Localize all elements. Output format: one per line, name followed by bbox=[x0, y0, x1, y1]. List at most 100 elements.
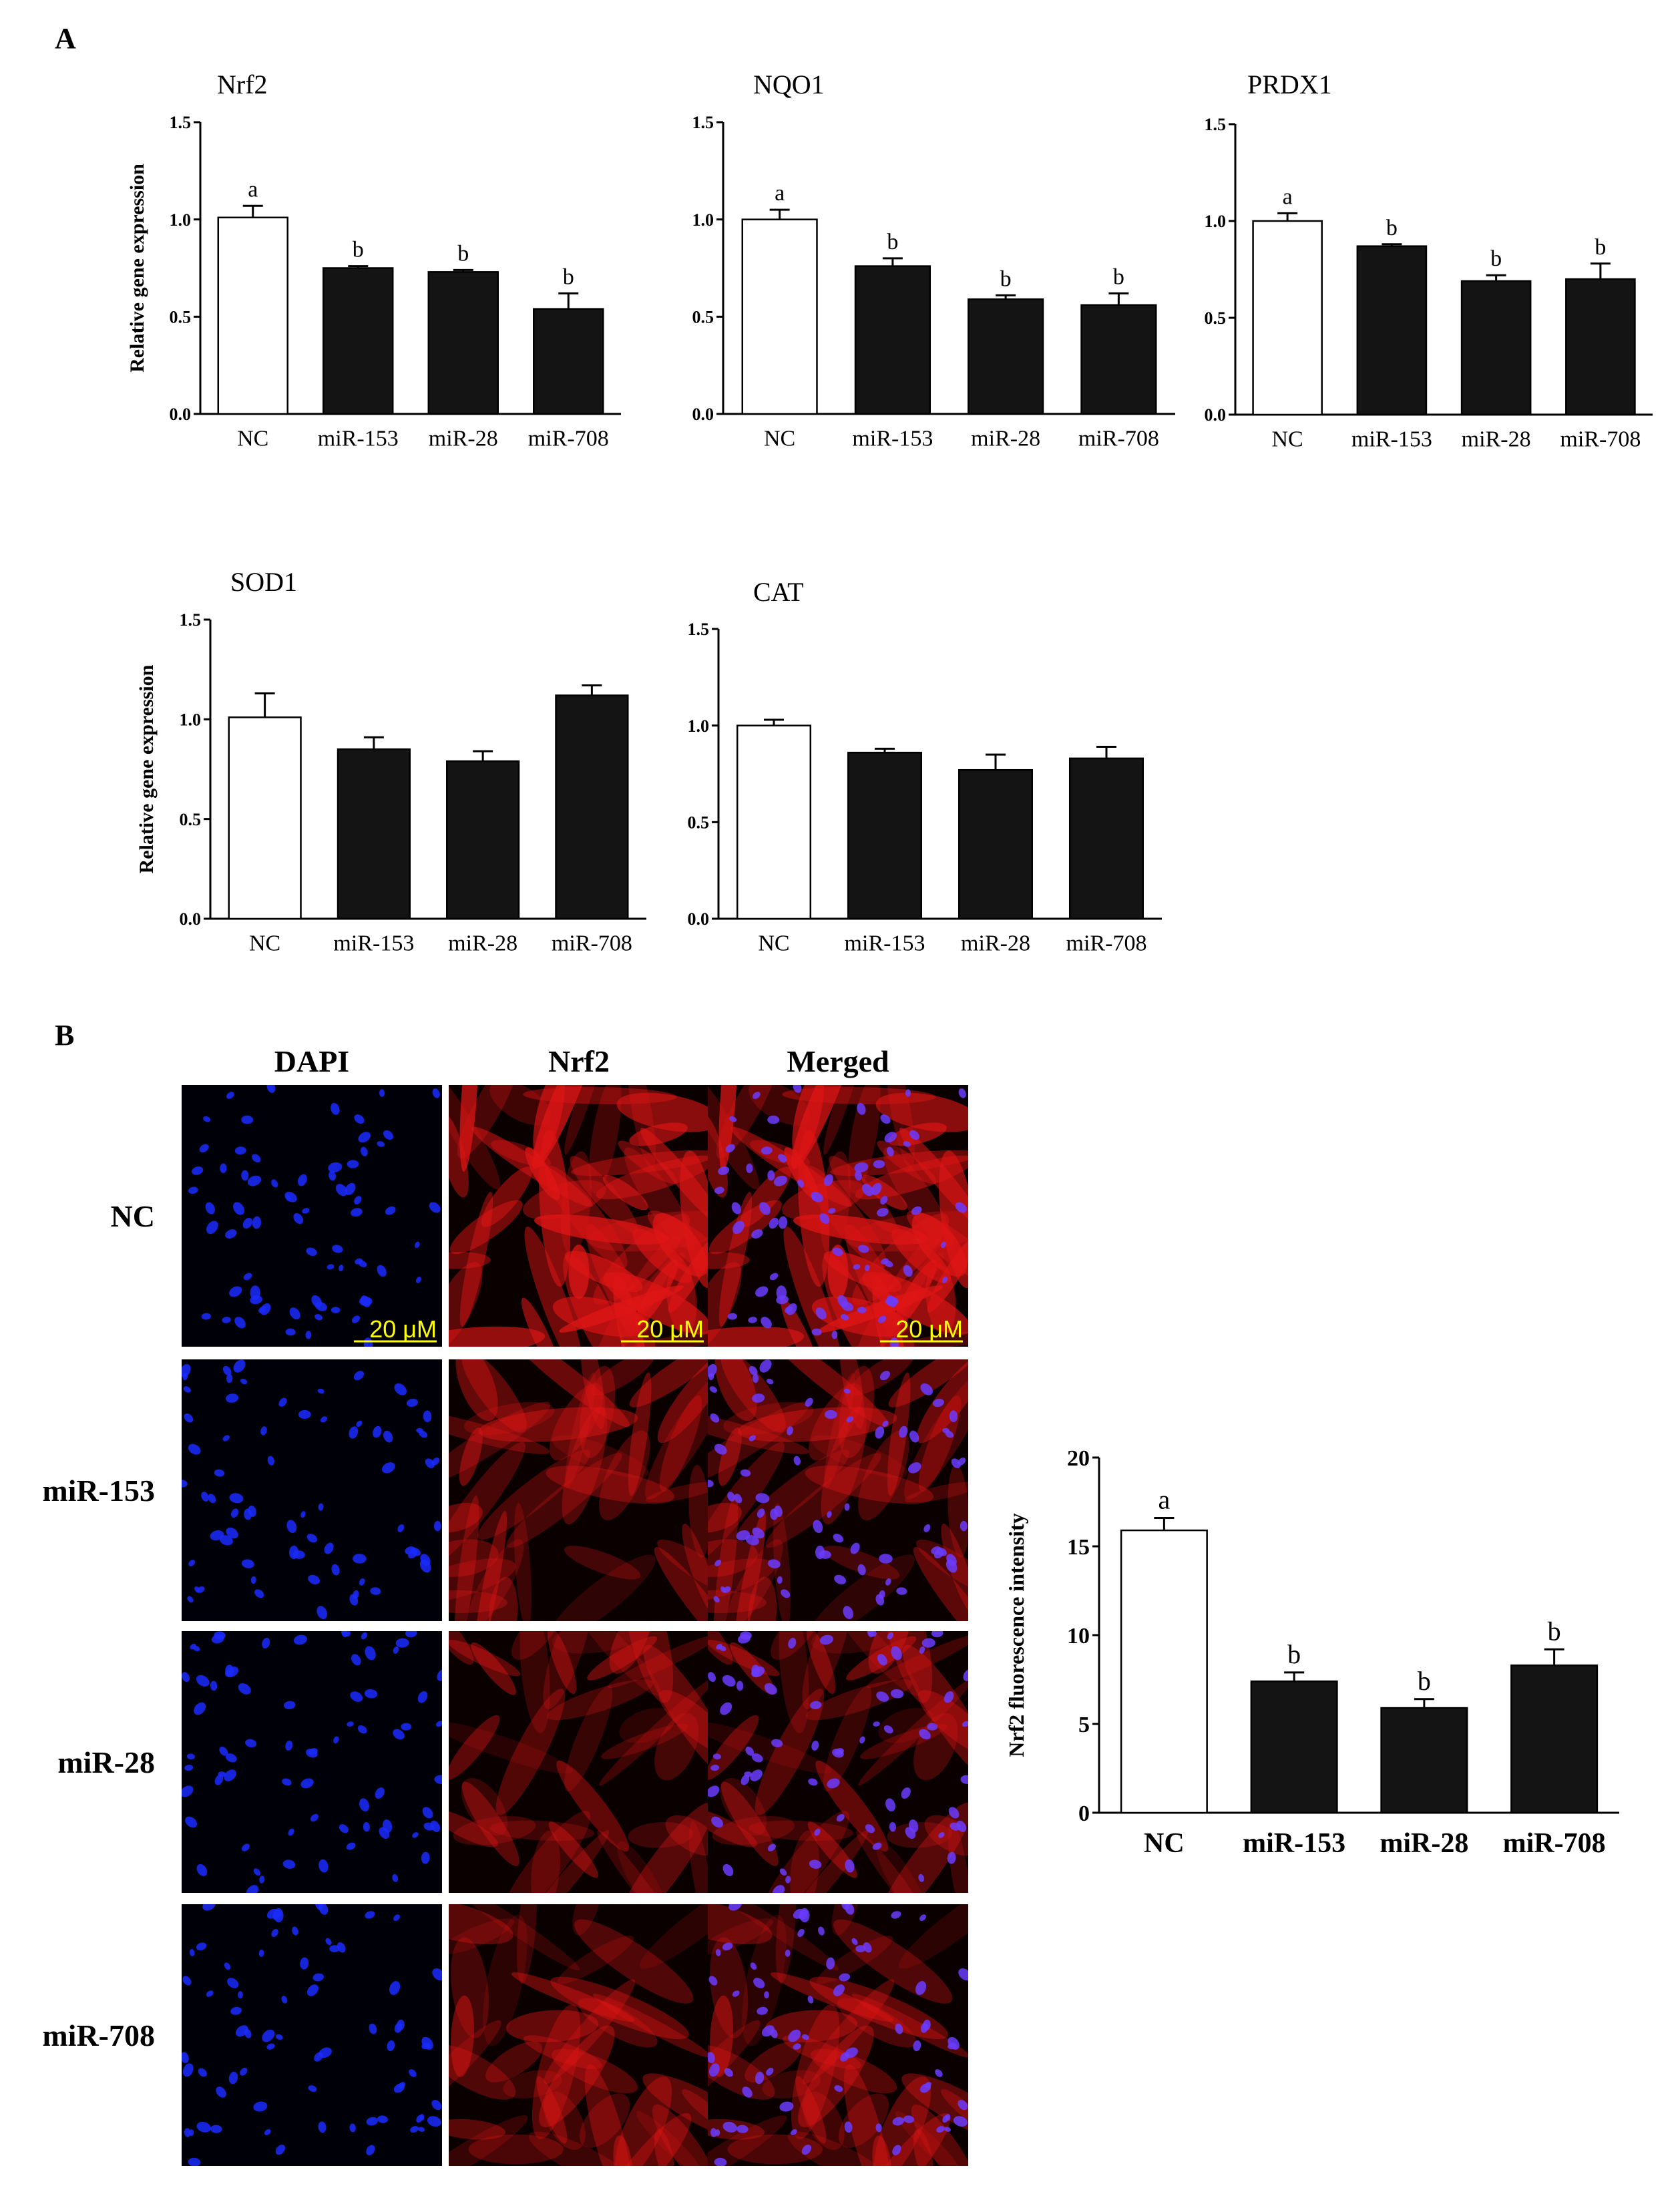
significance-label: a bbox=[248, 177, 258, 202]
bar-mir-28 bbox=[958, 768, 1034, 920]
bar-nc bbox=[1120, 1529, 1208, 1814]
column-header-merged: Merged bbox=[787, 1044, 889, 1078]
significance-label: b bbox=[887, 230, 898, 254]
significance-label: a bbox=[1158, 1484, 1170, 1514]
scale-bar-label: 20 μM bbox=[895, 1315, 963, 1343]
bar-mir-708 bbox=[1080, 304, 1157, 415]
y-axis-label: Relative gene expression bbox=[136, 664, 158, 873]
y-tick-label: 0.0 bbox=[180, 909, 202, 929]
micrograph-merged-mir-153 bbox=[708, 1359, 968, 1621]
significance-label: b bbox=[1418, 1666, 1431, 1696]
x-tick-label: miR-153 bbox=[845, 931, 925, 956]
y-tick-label: 0.5 bbox=[688, 813, 710, 832]
y-tick-label: 1.0 bbox=[170, 210, 192, 230]
bar-mir-28 bbox=[1380, 1707, 1468, 1814]
x-tick-label: miR-153 bbox=[1243, 1828, 1345, 1859]
bar-mir-153 bbox=[323, 267, 394, 415]
y-tick-label: 1.5 bbox=[180, 610, 202, 630]
bar-nc bbox=[1252, 220, 1323, 416]
microscopy-column-headers: DAPI Nrf2 Merged bbox=[274, 1044, 889, 1078]
micrograph-merged-nc: 20 μM bbox=[708, 1085, 968, 1347]
x-tick-label: miR-28 bbox=[1462, 427, 1531, 452]
bar-mir-28 bbox=[446, 760, 520, 920]
x-tick-label: miR-28 bbox=[971, 427, 1040, 451]
x-tick-label: NC bbox=[249, 931, 280, 956]
y-tick-label: 1.5 bbox=[170, 113, 192, 132]
micrograph-merged-mir-28 bbox=[708, 1631, 968, 1893]
x-tick-label: miR-708 bbox=[1066, 931, 1147, 956]
bar-chart-1: Nrf2 Relative gene expression 0.0 0.5 1.0 1.5… bbox=[126, 69, 621, 451]
significance-label: b bbox=[457, 241, 469, 266]
bar-chart-3: PRDX1 0.0 0.5 1.0 1.5 a NC b miR-153 b miR-28 b miR-… bbox=[1205, 69, 1653, 452]
x-tick-label: miR-28 bbox=[429, 427, 498, 451]
y-tick-label: 15 bbox=[1067, 1535, 1090, 1560]
micrograph-dapi-mir-708 bbox=[182, 1904, 442, 2166]
bar-mir-28 bbox=[427, 271, 499, 415]
y-tick-label: 0.0 bbox=[1205, 405, 1227, 425]
bar-chart-2: NQO1 0.0 0.5 1.0 1.5 a NC b miR-153 b miR-28 b miR-7… bbox=[692, 69, 1175, 451]
bar-mir-153 bbox=[847, 751, 923, 920]
row-label-nc: NC bbox=[111, 1199, 155, 1233]
x-tick-label: NC bbox=[1272, 427, 1303, 452]
x-tick-label: miR-153 bbox=[1351, 427, 1432, 452]
chart-title: SOD1 bbox=[230, 567, 297, 597]
significance-label: b bbox=[1490, 246, 1502, 271]
micrograph-dapi-mir-28 bbox=[182, 1631, 442, 1893]
row-label-mir-153: miR-153 bbox=[42, 1474, 155, 1508]
y-axis-label: Nrf2 fluorescence intensity bbox=[1004, 1513, 1028, 1757]
x-tick-label: miR-708 bbox=[528, 427, 609, 451]
microscopy-row-labels: NC miR-153 miR-28 miR-708 bbox=[42, 1199, 155, 2052]
bar-nc bbox=[741, 218, 818, 415]
micrograph-dapi-nc: 20 μM bbox=[182, 1085, 442, 1347]
y-tick-label: 1.5 bbox=[692, 113, 714, 132]
bar-mir-708 bbox=[533, 308, 604, 415]
x-tick-label: NC bbox=[1144, 1828, 1185, 1859]
y-tick-label: 0.0 bbox=[688, 909, 710, 929]
x-tick-label: NC bbox=[758, 931, 789, 956]
y-tick-label: 1.0 bbox=[688, 716, 710, 736]
bar-mir-708 bbox=[555, 694, 629, 920]
y-tick-label: 1.0 bbox=[692, 210, 714, 230]
significance-label: b bbox=[563, 264, 574, 289]
bar-nc bbox=[228, 716, 302, 920]
x-tick-label: miR-28 bbox=[1380, 1828, 1468, 1859]
x-tick-label: miR-28 bbox=[448, 931, 517, 956]
bar-chart-4: SOD1 Relative gene expression 0.0 0.5 1.0 1.5… bbox=[136, 567, 646, 956]
panel-a-label: A bbox=[55, 22, 76, 55]
y-tick-label: 0 bbox=[1078, 1801, 1090, 1826]
x-tick-label: miR-153 bbox=[318, 427, 399, 451]
y-tick-label: 5 bbox=[1078, 1713, 1090, 1737]
scale-bar-label: 20 μM bbox=[369, 1315, 437, 1343]
bar-mir-28 bbox=[968, 298, 1044, 415]
chart-title: Nrf2 bbox=[217, 69, 268, 99]
row-label-mir-708: miR-708 bbox=[42, 2018, 155, 2052]
bar-mir-153 bbox=[854, 265, 931, 415]
significance-label: b bbox=[1000, 266, 1012, 291]
y-tick-label: 1.0 bbox=[180, 710, 202, 729]
bar-mir-153 bbox=[337, 748, 411, 920]
column-header-nrf2: Nrf2 bbox=[548, 1044, 610, 1078]
micrograph-nrf2-nc: 20 μM bbox=[449, 1085, 709, 1347]
significance-label: b bbox=[1595, 235, 1606, 260]
chart-title: PRDX1 bbox=[1247, 69, 1332, 99]
bar-mir-708 bbox=[1510, 1664, 1599, 1814]
x-tick-label: miR-153 bbox=[333, 931, 414, 956]
bar-chart-5: CAT 0.0 0.5 1.0 1.5 NC miR-153 miR-28 miR-708 bbox=[688, 577, 1162, 956]
x-tick-label: miR-708 bbox=[1078, 427, 1159, 451]
chart-title: NQO1 bbox=[753, 69, 825, 99]
micrograph-nrf2-mir-28 bbox=[449, 1631, 709, 1893]
x-tick-label: NC bbox=[237, 427, 268, 451]
significance-label: b bbox=[353, 238, 364, 262]
x-tick-label: miR-708 bbox=[552, 931, 632, 956]
bar-mir-153 bbox=[1356, 245, 1428, 416]
significance-label: a bbox=[775, 181, 785, 206]
x-tick-label: miR-708 bbox=[1503, 1828, 1606, 1859]
significance-label: b bbox=[1113, 264, 1124, 289]
bar-nc bbox=[736, 724, 812, 920]
y-tick-label: 1.5 bbox=[1205, 115, 1227, 134]
micrograph-dapi-mir-153 bbox=[182, 1359, 442, 1621]
bar-chart-6: Nrf2 fluorescence intensity 0 5 10 15 20 a NC b m… bbox=[1004, 1446, 1619, 1859]
bar-mir-153 bbox=[1250, 1680, 1338, 1814]
x-tick-label: NC bbox=[764, 427, 795, 451]
